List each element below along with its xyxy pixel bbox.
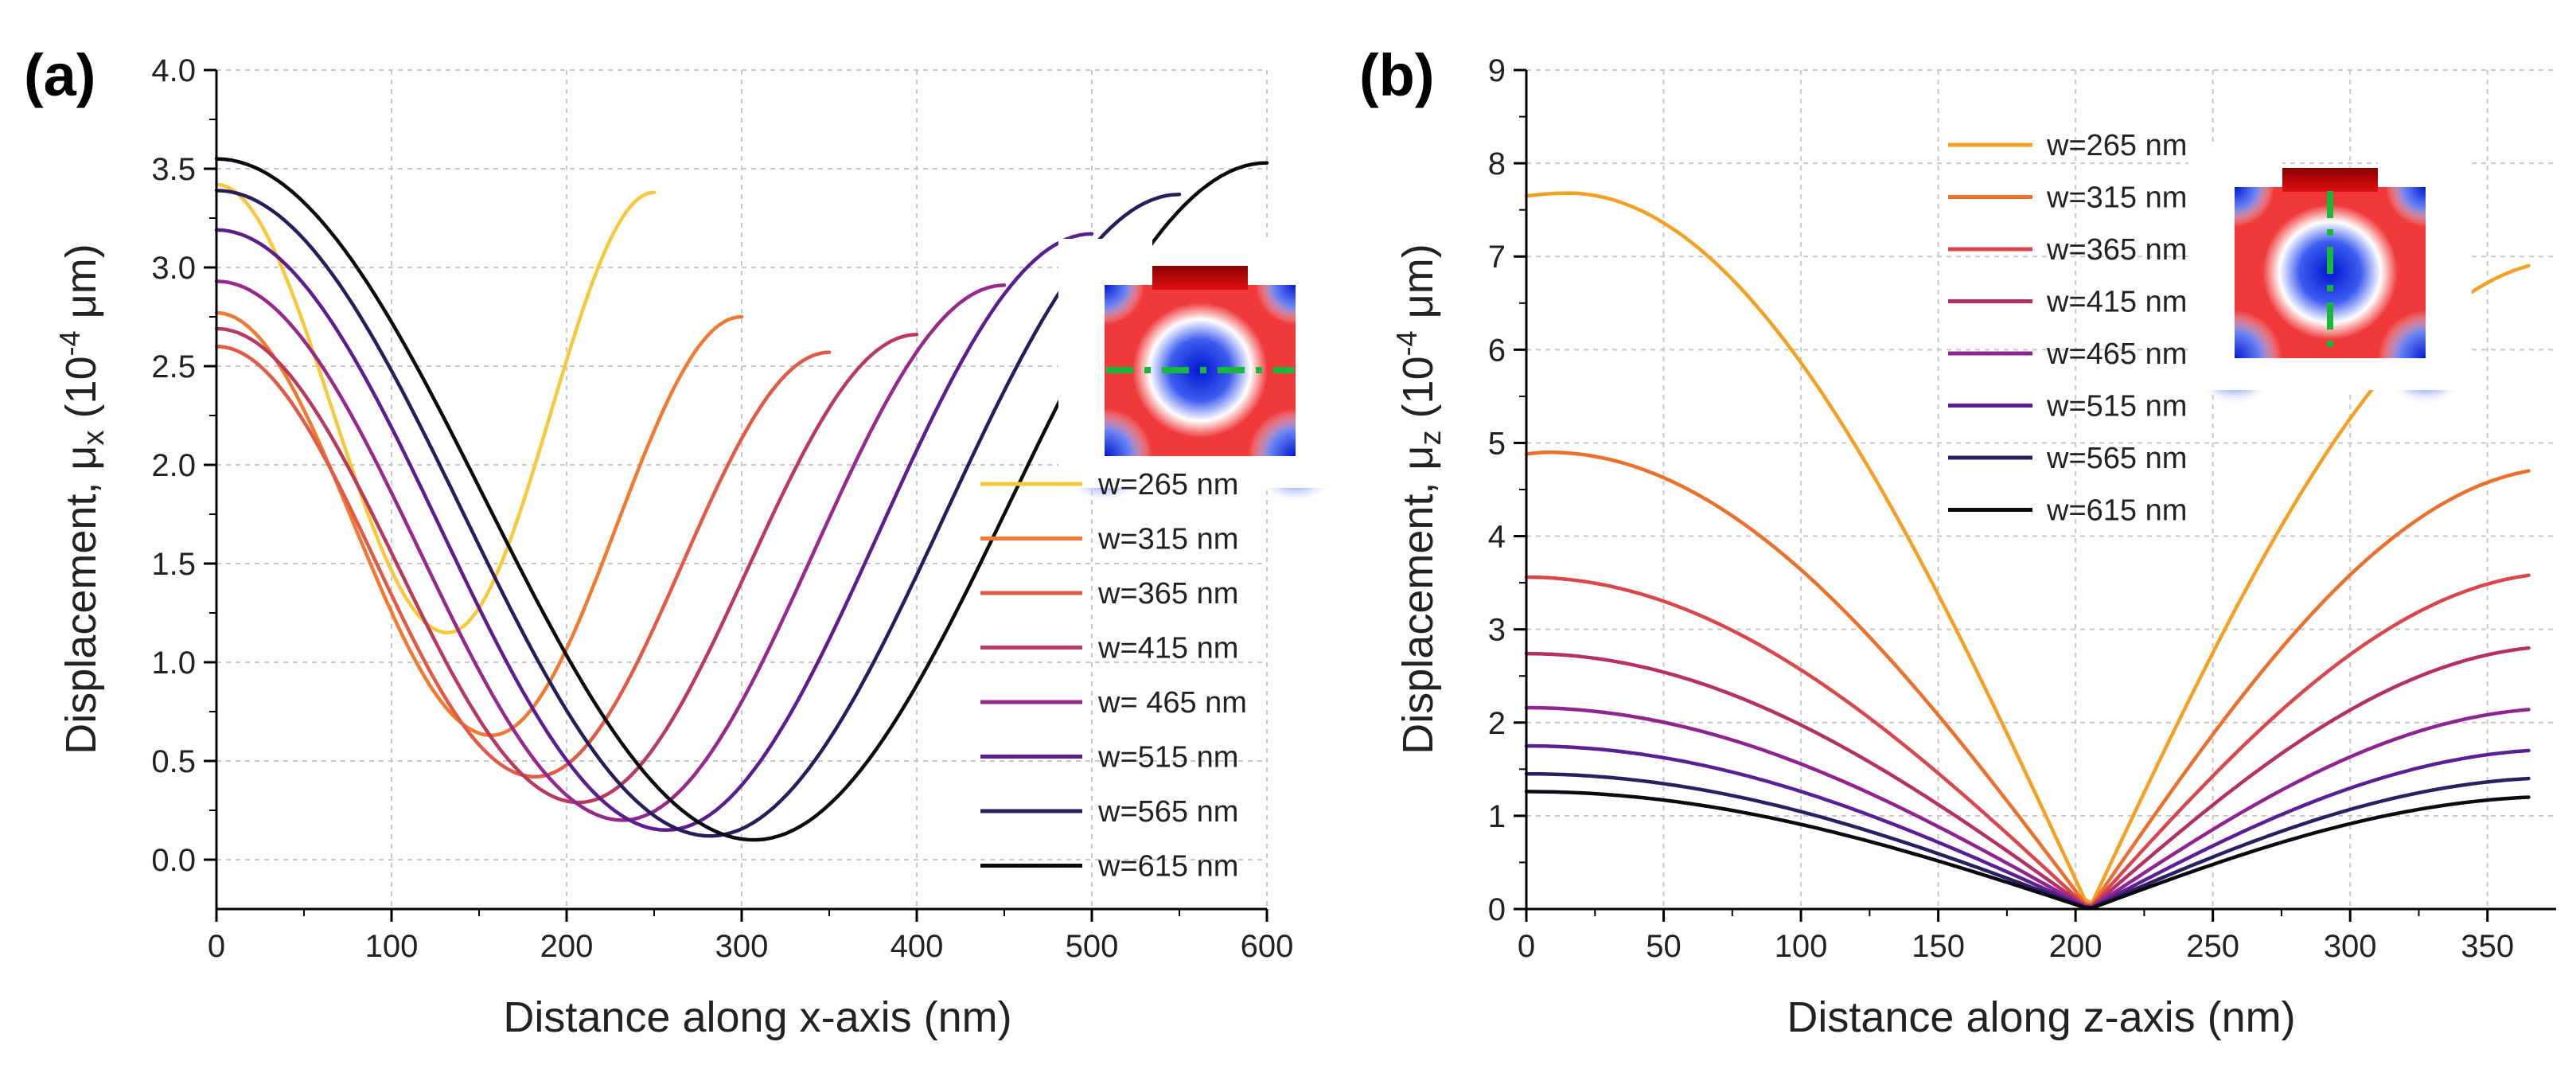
series-line	[1524, 790, 2531, 911]
y-tick-label: 3.5	[151, 152, 196, 187]
legend-label: w=615 nm	[1097, 850, 1238, 884]
y-tick-label: 9	[1488, 53, 1506, 88]
panel-b-y-tick-labels: 0 1 2 3 4 5 6 7 8 9	[1488, 53, 1506, 927]
series-line	[214, 326, 919, 805]
series-line	[214, 279, 1007, 822]
legend-label: w=415 nm	[2046, 286, 2187, 319]
legend-label: w=365 nm	[2046, 233, 2187, 267]
y-tick-label: 5	[1488, 426, 1506, 461]
legend-label: w= 465 nm	[1097, 686, 1247, 720]
panel-b: (b) 0 50 100 150 200 250 300 350 0 1 2 3 4 5 6 7 8 9 Dis…	[1359, 42, 2556, 1041]
panel-b-y-axis-label: Displacement, μz (10-4 μm)	[1390, 244, 1448, 754]
y-tick-label: 0.0	[151, 843, 196, 878]
y-tick-label: 4.0	[151, 53, 196, 88]
x-tick-label: 500	[1066, 929, 1119, 964]
panel-b-legend: w=265 nm w=315 nm w=365 nm w=415 nm w=465 nm…	[1948, 129, 2187, 528]
legend-label: w=565 nm	[2046, 442, 2187, 475]
y-tick-label: 8	[1488, 146, 1506, 181]
panel-b-curves	[1524, 191, 2531, 911]
inset-top-bar	[1152, 266, 1248, 290]
panel-a-curves	[214, 157, 1269, 842]
legend-label: w=515 nm	[1097, 741, 1238, 775]
y-tick-label: 4	[1488, 520, 1506, 555]
y-tick-label: 0	[1488, 892, 1506, 927]
legend-label: w=565 nm	[1097, 795, 1238, 829]
y-tick-label: 7	[1488, 240, 1506, 275]
panel-a-gridlines	[216, 69, 1268, 909]
series-line	[1524, 743, 2531, 910]
x-tick-label: 300	[715, 929, 769, 964]
x-tick-label: 100	[1775, 929, 1828, 964]
y-tick-label: 2	[1488, 706, 1506, 741]
y-tick-label: 3	[1488, 613, 1506, 648]
x-tick-label: 50	[1646, 929, 1682, 964]
legend-label: w=365 nm	[1097, 577, 1238, 611]
panel-a-y-axis-label: Displacement, μx (10-4 μm)	[53, 244, 111, 754]
x-tick-label: 400	[890, 929, 944, 964]
x-tick-label: 600	[1241, 929, 1294, 964]
series-line	[1524, 771, 2531, 910]
legend-label: w=315 nm	[2046, 181, 2187, 215]
x-tick-label: 250	[2186, 929, 2239, 964]
x-tick-label: 200	[2049, 929, 2102, 964]
panel-a-legend: w=265 nm w=315 nm w=365 nm w=415 nm w= 465 n…	[980, 468, 1247, 884]
panel-b-letter: (b)	[1359, 42, 1435, 108]
y-tick-label: 2.5	[151, 349, 196, 384]
series-line	[1524, 646, 2531, 909]
x-tick-label: 300	[2324, 929, 2377, 964]
legend-label: w=515 nm	[2046, 390, 2187, 423]
legend-label: w=265 nm	[1097, 468, 1238, 501]
y-tick-label: 1.5	[151, 547, 196, 582]
series-line	[1524, 450, 2531, 907]
y-tick-label: 1	[1488, 799, 1506, 834]
series-line	[1524, 705, 2531, 910]
series-line	[214, 310, 744, 737]
series-line	[1524, 191, 2531, 906]
panel-b-x-axis-label: Distance along z-axis (nm)	[1787, 993, 2295, 1041]
series-line	[214, 189, 1182, 838]
legend-label: w=265 nm	[2046, 129, 2187, 162]
y-tick-label: 2.0	[151, 448, 196, 483]
panel-a-y-tick-labels: 0.0 0.5 1.0 1.5 2.0 2.5 3.0 3.5 4.0	[151, 53, 196, 878]
panel-b-axes	[1514, 68, 2556, 922]
legend-label: w=465 nm	[2046, 338, 2187, 371]
panel-a-axes	[204, 68, 1269, 922]
legend-label: w=615 nm	[2046, 494, 2187, 528]
legend-label: w=315 nm	[1097, 523, 1238, 556]
series-line	[214, 182, 657, 635]
panel-a-x-tick-labels: 0 100 200 300 400 500 600	[208, 929, 1294, 964]
panel-a-letter: (a)	[24, 42, 95, 108]
legend-label: w=415 nm	[1097, 632, 1238, 665]
y-tick-label: 0.5	[151, 744, 196, 779]
x-tick-label: 0	[208, 929, 225, 964]
x-tick-label: 0	[1518, 929, 1535, 964]
panel-b-x-tick-labels: 0 50 100 150 200 250 300 350	[1518, 929, 2514, 964]
panel-a: (a) 0 100 200 300 400 500 600 0.0 0.5 1.0 1.5 2.0 2…	[24, 42, 1343, 1041]
series-line	[214, 228, 1094, 833]
panel-a-inset-mode-profile	[1057, 239, 1343, 504]
x-tick-label: 350	[2461, 929, 2514, 964]
series-line	[1524, 573, 2531, 908]
y-tick-label: 6	[1488, 333, 1506, 368]
panel-b-gridlines	[1526, 69, 2556, 909]
y-tick-label: 1.0	[151, 646, 196, 681]
x-tick-label: 150	[1912, 929, 1965, 964]
x-tick-label: 200	[540, 929, 594, 964]
panel-b-inset-mode-profile	[2187, 143, 2473, 406]
panel-a-x-axis-label: Distance along x-axis (nm)	[503, 993, 1011, 1041]
inset-top-bar	[2282, 168, 2378, 192]
x-tick-label: 100	[365, 929, 419, 964]
y-tick-label: 3.0	[151, 251, 196, 286]
